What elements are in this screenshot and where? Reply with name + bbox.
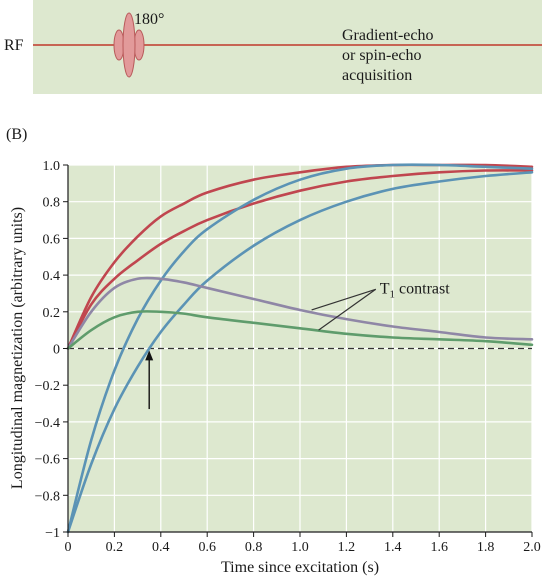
- x-tick-label: 1.4: [384, 540, 402, 555]
- y-tick-label: −1: [45, 526, 60, 541]
- x-tick-labels: 0 0.2 0.4 0.6 0.8 1.0 1.2 1.4 1.6 1.8 2.0: [65, 540, 541, 555]
- x-tick-label: 1.0: [291, 540, 309, 555]
- y-tick-label: 0.2: [43, 306, 61, 321]
- x-tick-label: 1.6: [430, 540, 448, 555]
- rf-label: RF: [4, 37, 24, 54]
- x-tick-label: 1.2: [338, 540, 356, 555]
- t1-contrast-label: T1 contrast: [380, 280, 450, 300]
- y-tick-label: 0.6: [43, 232, 61, 247]
- series-line-3: [66, 163, 534, 534]
- y-tick-label: −0.2: [35, 379, 60, 394]
- y-tick-label: 1.0: [43, 159, 61, 174]
- x-tick-label: 0: [65, 540, 72, 555]
- y-tick-label: −0.6: [35, 453, 60, 468]
- acquisition-label-line2: or spin-echo: [342, 47, 422, 64]
- y-tick-label: 0.8: [43, 196, 61, 211]
- annotation-leader-line: [311, 288, 376, 311]
- x-axis-label: Time since excitation (s): [221, 559, 379, 576]
- x-tick-label: 0.2: [106, 540, 124, 555]
- x-tick-label: 0.6: [198, 540, 216, 555]
- x-tick-label: 1.8: [477, 540, 495, 555]
- x-tick-label: 0.8: [245, 540, 263, 555]
- y-tick-labels: −1 −0.8 −0.6 −0.4 −0.2 0 0.2 0.4 0.6 0.8 1.0: [35, 159, 60, 541]
- acquisition-label-line3: acquisition: [342, 67, 412, 84]
- series-group: [66, 163, 534, 534]
- panel-label: (B): [6, 126, 27, 143]
- acquisition-label-line1: Gradient-echo: [342, 27, 434, 44]
- series-line-5: [66, 276, 534, 350]
- rf-panel: RF 180° Gradient-echo or spin-echo acqui…: [4, 0, 542, 94]
- series-line-2: [66, 169, 534, 350]
- rf-panel-background: [33, 0, 542, 94]
- y-tick-label: 0: [53, 343, 60, 358]
- y-tick-label: 0.4: [43, 269, 61, 284]
- series-line-6: [66, 310, 534, 350]
- annotation-leader-line: [318, 288, 377, 331]
- pulse-label: 180°: [134, 11, 164, 28]
- rf-pulse-icon: [113, 12, 145, 78]
- axes: [63, 164, 533, 537]
- x-tick-label: 0.4: [152, 540, 170, 555]
- y-tick-label: −0.8: [35, 489, 60, 504]
- series-line-4: [66, 171, 534, 534]
- y-tick-label: −0.4: [35, 416, 60, 431]
- null-point-arrowhead: [145, 350, 154, 361]
- x-tick-label: 2.0: [523, 540, 541, 555]
- annotation-group: T1 contrast: [145, 280, 450, 410]
- y-axis-label: Longitudinal magnetization (arbitrary un…: [9, 207, 26, 489]
